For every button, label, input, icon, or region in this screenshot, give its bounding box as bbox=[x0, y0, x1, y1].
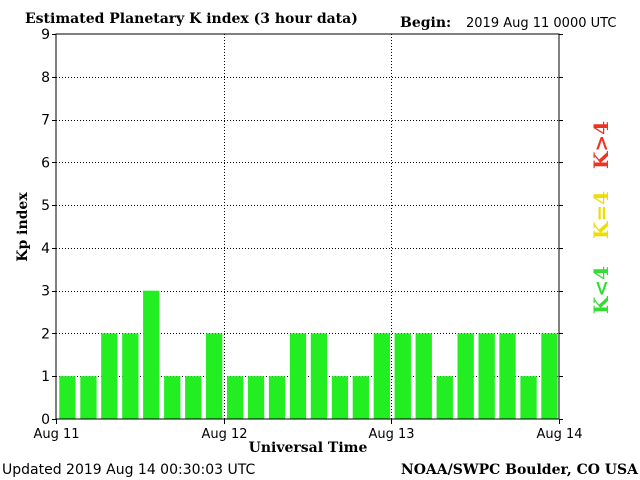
bar bbox=[457, 333, 474, 419]
bar bbox=[394, 333, 411, 419]
begin-value: 2019 Aug 11 0000 UTC bbox=[466, 16, 616, 31]
bar bbox=[206, 333, 223, 419]
bar bbox=[478, 333, 495, 419]
y-tick-label: 1 bbox=[41, 369, 50, 385]
y-tick-label: 9 bbox=[41, 27, 50, 43]
x-tick-label: Aug 11 bbox=[33, 427, 79, 442]
bar bbox=[101, 333, 118, 419]
bar bbox=[59, 376, 76, 419]
y-tick-label: 5 bbox=[41, 198, 50, 214]
legend-item: K=4 bbox=[589, 191, 613, 239]
bar bbox=[80, 376, 97, 419]
bar bbox=[310, 333, 328, 419]
y-axis-label: Kp index bbox=[15, 192, 31, 262]
legend-item: K>4 bbox=[589, 121, 613, 169]
bar bbox=[352, 376, 369, 419]
chart-title: Estimated Planetary K index (3 hour data… bbox=[25, 11, 358, 27]
bars bbox=[59, 290, 558, 419]
bar bbox=[520, 376, 537, 419]
plot-frame bbox=[55, 33, 560, 420]
bar bbox=[415, 333, 432, 419]
bar bbox=[499, 333, 516, 419]
x-tick-label: Aug 13 bbox=[368, 427, 414, 442]
bar bbox=[164, 376, 181, 419]
bar bbox=[331, 376, 349, 419]
bar bbox=[268, 376, 286, 419]
y-axis-ticks: 0 1 2 3 4 5 6 7 8 9 bbox=[41, 27, 563, 428]
bar bbox=[541, 333, 558, 419]
legend-item: K<4 bbox=[589, 266, 613, 314]
footer-source: NOAA/SWPC Boulder, CO USA bbox=[401, 462, 639, 478]
y-tick-label: 3 bbox=[41, 284, 50, 300]
y-tick-label: 6 bbox=[41, 155, 50, 171]
y-tick-label: 0 bbox=[41, 412, 50, 428]
bar bbox=[289, 333, 307, 419]
x-tick-label: Aug 14 bbox=[536, 427, 582, 442]
x-axis-label: Universal Time bbox=[249, 440, 368, 456]
footer-updated: Updated 2019 Aug 14 00:30:03 UTC bbox=[2, 462, 255, 478]
bar bbox=[185, 376, 202, 419]
bar bbox=[143, 290, 160, 419]
x-axis-ticks: Aug 11 Aug 12 Aug 13 Aug 14 bbox=[33, 419, 583, 442]
bar bbox=[436, 376, 453, 419]
legend: K<4 K=4 K>4 bbox=[589, 121, 613, 314]
bar bbox=[122, 333, 139, 419]
y-tick-label: 2 bbox=[41, 326, 50, 342]
bar bbox=[247, 376, 265, 419]
y-tick-label: 4 bbox=[41, 241, 50, 257]
begin-label: Begin: bbox=[400, 15, 451, 31]
x-tick-label: Aug 12 bbox=[201, 427, 247, 442]
bar bbox=[227, 376, 244, 419]
grid-lines bbox=[56, 34, 559, 419]
bar bbox=[373, 333, 390, 419]
y-tick-label: 8 bbox=[41, 70, 50, 86]
y-tick-label: 7 bbox=[41, 113, 50, 129]
